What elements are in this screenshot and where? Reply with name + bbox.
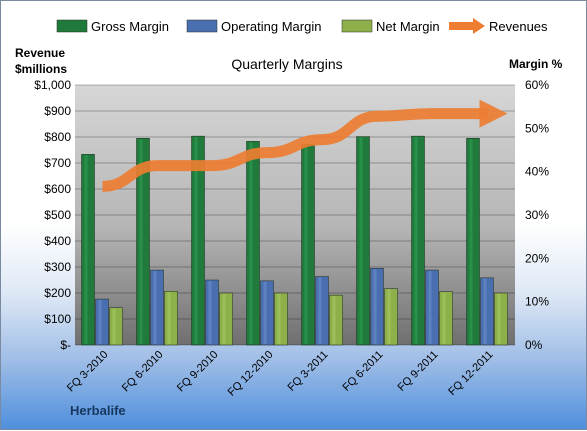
legend-label: Operating Margin — [221, 19, 321, 34]
operating-margin-bar-highlight — [373, 269, 377, 344]
operating-margin-bar — [315, 276, 329, 346]
net-margin-bar-highlight — [442, 292, 446, 344]
operating-margin-bar — [205, 279, 219, 346]
left-tick-label: $- — [60, 338, 71, 352]
left-tick-label: $1,000 — [34, 78, 71, 92]
operating-margin-bar-highlight — [208, 281, 212, 344]
net-margin-bar-highlight — [387, 289, 391, 344]
chart-title: Quarterly Margins — [231, 56, 342, 72]
left-axis-ticks: $- $100 $200 $300 $400 $500 $600 $700 $800 $900 $1… — [34, 78, 71, 352]
x-tick-label: FQ 6-2010 — [120, 349, 166, 395]
x-tick-label: FQ 12-2011 — [446, 349, 495, 398]
net-margin-bar-highlight — [277, 294, 281, 344]
x-tick-label: FQ 9-2010 — [175, 349, 221, 395]
operating-margin-bar-highlight — [98, 300, 102, 344]
net-margin-bar-highlight — [222, 294, 226, 344]
gross-margin-bar-highlight — [359, 137, 363, 344]
x-tick-label: FQ 9-2011 — [396, 349, 441, 394]
left-tick-label: $800 — [44, 130, 71, 144]
operating-margin-bar — [370, 268, 384, 346]
right-axis-ticks: 0% 10% 20% 30% 40% 50% 60% — [525, 78, 549, 352]
gross-margin-bar-highlight — [139, 139, 143, 344]
operating-margin-bar — [425, 269, 439, 346]
left-tick-label: $300 — [44, 260, 71, 274]
revenues-line — [102, 108, 488, 192]
left-tick-label: $200 — [44, 286, 71, 300]
x-tick-label: FQ 6-2011 — [341, 349, 386, 394]
x-tick-label: FQ 12-2010 — [226, 349, 276, 399]
legend: Gross Margin Operating Margin Net Margin Re… — [56, 18, 548, 34]
legend-label: Gross Margin — [91, 19, 169, 34]
gross-margin-bar-highlight — [469, 139, 473, 344]
operating-margin-bar-highlight — [318, 277, 322, 344]
net-margin-bar — [384, 288, 398, 346]
net-margin-bar — [109, 307, 123, 346]
legend-swatch-net-margin — [341, 19, 373, 33]
operating-margin-bar-highlight — [263, 281, 267, 344]
net-margin-bar — [219, 292, 233, 346]
gross-margin-bar-highlight — [249, 142, 253, 344]
left-tick-label: $700 — [44, 156, 71, 170]
gross-margin-bar — [466, 138, 480, 346]
x-axis-ticks: FQ 3-2010 FQ 6-2010 FQ 9-2010 FQ 12-2010 FQ … — [65, 349, 496, 399]
net-margin-bar — [164, 291, 178, 346]
operating-margin-bar-highlight — [428, 271, 432, 344]
left-tick-label: $600 — [44, 182, 71, 196]
legend-swatch-operating-margin — [186, 19, 218, 33]
operating-margin-bar — [260, 280, 274, 346]
legend-label: Net Margin — [376, 19, 440, 34]
net-margin-bar — [329, 294, 343, 346]
operating-margin-bar — [150, 269, 164, 346]
left-tick-label: $500 — [44, 208, 71, 222]
operating-margin-bar — [480, 277, 494, 346]
right-tick-label: 50% — [525, 121, 549, 135]
gross-margin-bar — [411, 135, 425, 346]
right-tick-label: 20% — [525, 251, 549, 265]
net-margin-bar-highlight — [112, 308, 116, 344]
legend-arrow-revenues — [473, 18, 485, 34]
gross-margin-bar — [81, 154, 95, 346]
right-tick-label: 10% — [525, 295, 549, 309]
gross-margin-bar-highlight — [414, 137, 418, 344]
legend-swatch-gross-margin — [56, 19, 88, 33]
gross-margin-bar — [356, 136, 370, 346]
left-axis-label-line1: Revenue — [15, 46, 65, 60]
footer-brand: Herbalife — [70, 403, 126, 418]
net-margin-bar — [494, 292, 508, 346]
operating-margin-bar-highlight — [483, 278, 487, 344]
left-tick-label: $900 — [44, 104, 71, 118]
gross-margin-bar-highlight — [84, 155, 88, 344]
gross-margin-bar — [301, 144, 315, 346]
net-margin-bar-highlight — [497, 294, 501, 344]
gross-margin-bar-highlight — [304, 145, 308, 344]
net-margin-bar-highlight — [167, 292, 171, 344]
net-margin-bar — [274, 292, 288, 346]
x-tick-label: FQ 3-2011 — [286, 349, 331, 394]
operating-margin-bar — [95, 298, 109, 346]
revenues-arrowhead — [479, 99, 508, 128]
legend-label: Revenues — [489, 19, 548, 34]
gross-margin-bar — [246, 141, 260, 346]
left-tick-label: $100 — [44, 312, 71, 326]
right-tick-label: 40% — [525, 165, 549, 179]
right-tick-label: 30% — [525, 208, 549, 222]
net-margin-bar-highlight — [332, 296, 336, 344]
operating-margin-bar-highlight — [153, 271, 157, 344]
gross-margin-bar-highlight — [194, 137, 198, 344]
x-tick-label: FQ 3-2010 — [65, 349, 111, 395]
left-tick-label: $400 — [44, 234, 71, 248]
bar-series — [81, 135, 508, 346]
right-tick-label: 0% — [525, 338, 543, 352]
right-tick-label: 60% — [525, 78, 549, 92]
left-axis-label-line2: $millions — [15, 62, 67, 76]
net-margin-bar — [439, 291, 453, 346]
right-axis-label: Margin % — [509, 57, 563, 71]
revenue-line — [102, 99, 508, 192]
